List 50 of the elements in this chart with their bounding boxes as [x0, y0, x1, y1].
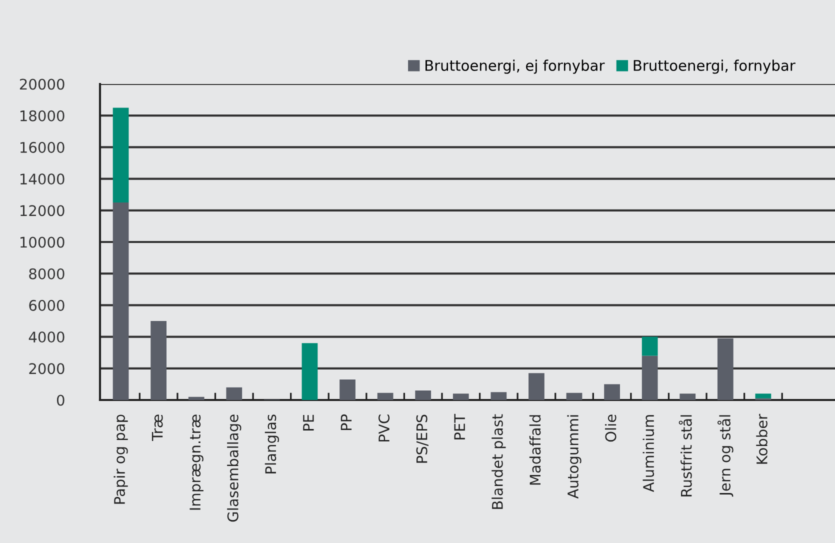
bar [150, 321, 167, 400]
bar [188, 396, 204, 400]
x-tick-label: Madaffald [529, 415, 541, 485]
x-tick-label: PET [454, 414, 465, 440]
bar [112, 202, 129, 400]
x-tick-label: Blandet plast [492, 414, 506, 509]
y-tick-label: 0 [56, 394, 64, 406]
y-tick-label: 10000 [20, 236, 64, 248]
x-tick-label: PS/EPS [416, 414, 428, 463]
bar [642, 356, 658, 400]
x-tick-label: Imprægn.træ [190, 414, 204, 510]
y-tick-label: 14000 [20, 174, 64, 185]
bar [717, 338, 734, 400]
bar [302, 343, 318, 400]
bar [755, 394, 772, 398]
x-tick-label: Træ [152, 414, 163, 442]
x-tick-label: Planglas [264, 414, 279, 474]
y-tick-label: 16000 [20, 142, 64, 153]
bar [112, 108, 129, 202]
x-tick-label: Jern og stål [717, 415, 734, 497]
legend-label: Bruttoenergi, ej fornybar [426, 60, 605, 74]
y-tick-label: 18000 [20, 110, 64, 122]
bar [642, 336, 658, 356]
x-tick-label: Rustfrit stål [678, 415, 692, 496]
bar [377, 392, 394, 400]
x-tick-label: Autogummi [567, 415, 582, 499]
bar [680, 394, 696, 400]
x-tick-label: Olie [604, 414, 616, 442]
bar [226, 387, 242, 400]
bar [452, 394, 469, 400]
y-tick-label: 8000 [29, 268, 64, 280]
bar [340, 379, 356, 400]
x-tick-label: Kobber [756, 414, 768, 464]
x-tick-label: Papir og pap [114, 414, 128, 504]
x-tick-label: Glasemballage [227, 414, 242, 522]
bar [566, 392, 582, 400]
y-tick-label: 6000 [29, 300, 64, 311]
x-tick-label: PVC [378, 414, 390, 442]
bar [528, 373, 544, 400]
legend-label: Bruttoenergi, fornybar [634, 60, 796, 74]
x-tick-label: PE [303, 414, 314, 430]
bar [490, 392, 507, 400]
bar [604, 384, 620, 400]
y-tick-label: 4000 [28, 332, 64, 343]
bar [415, 390, 432, 400]
y-tick-label: 20000 [20, 78, 64, 90]
x-tick-label: PP [340, 414, 352, 430]
x-tick-label: Aluminium [642, 415, 654, 492]
y-tick-label: 12000 [20, 205, 64, 216]
y-tick-label: 2000 [29, 363, 64, 374]
